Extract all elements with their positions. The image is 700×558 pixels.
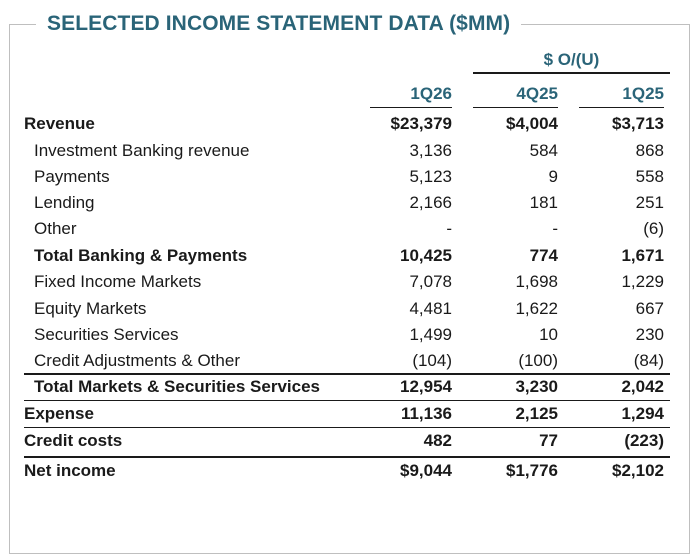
- column-underline: [579, 107, 664, 108]
- row-value: 3,230: [515, 377, 558, 396]
- row-label: Fixed Income Markets: [34, 272, 202, 291]
- row-label: Revenue: [24, 114, 95, 133]
- row-value: 482: [423, 431, 452, 450]
- row-label: Credit Adjustments & Other: [34, 351, 240, 370]
- group-header-underline: [473, 72, 670, 74]
- row-value: 667: [635, 299, 664, 318]
- row-value: 10: [539, 325, 558, 344]
- row-value: (84): [633, 351, 664, 370]
- table-row: Payments 5,123 9 558: [0, 164, 700, 190]
- row-label: Net income: [24, 461, 116, 480]
- row-value: 2,042: [621, 377, 664, 396]
- row-value: 4,481: [409, 299, 452, 318]
- row-label: Total Markets & Securities Services: [34, 377, 320, 396]
- column-underline: [473, 107, 558, 108]
- table-row: Total Markets & Securities Services 12,95…: [0, 374, 700, 400]
- table-row: Equity Markets 4,481 1,622 667: [0, 296, 700, 322]
- table-row: Total Banking & Payments 10,425 774 1,671: [0, 243, 700, 269]
- table-row: Other - - (6): [0, 216, 700, 242]
- column-header-1q26: 1Q26: [410, 84, 452, 103]
- table-row: Credit Adjustments & Other (104) (100) (84): [0, 348, 700, 374]
- row-value: 9: [548, 167, 558, 186]
- row-value: 77: [539, 431, 558, 450]
- row-value: 1,499: [409, 325, 452, 344]
- row-value: 1,622: [515, 299, 558, 318]
- divider-line: [24, 373, 670, 375]
- table-row: Securities Services 1,499 10 230: [0, 322, 700, 348]
- row-value: 3,136: [409, 141, 452, 160]
- row-value: 181: [529, 193, 558, 212]
- row-value: (104): [412, 351, 452, 370]
- table-row: Fixed Income Markets 7,078 1,698 1,229: [0, 269, 700, 295]
- column-underline: [370, 107, 452, 108]
- table-row: Revenue $23,379 $4,004 $3,713: [0, 111, 700, 137]
- row-value: 10,425: [400, 246, 452, 265]
- row-value: (100): [518, 351, 558, 370]
- row-value: 230: [635, 325, 664, 344]
- row-value: 1,671: [621, 246, 664, 265]
- row-value: $1,776: [506, 461, 558, 480]
- row-value: $2,102: [612, 461, 664, 480]
- row-value: 12,954: [400, 377, 452, 396]
- group-header: $ O/(U): [543, 50, 600, 69]
- row-label: Payments: [34, 167, 110, 186]
- row-value: (6): [643, 219, 664, 238]
- table-row: Credit costs 482 77 (223): [0, 428, 700, 454]
- row-value: (223): [624, 431, 664, 450]
- row-label: Investment Banking revenue: [34, 141, 250, 160]
- column-header-4q25: 4Q25: [516, 84, 558, 103]
- row-value: 2,166: [409, 193, 452, 212]
- row-label: Total Banking & Payments: [34, 246, 248, 265]
- row-value: 868: [635, 141, 664, 160]
- row-value: $23,379: [390, 114, 452, 133]
- row-label: Lending: [34, 193, 95, 212]
- row-value: $3,713: [612, 114, 664, 133]
- table-row: Lending 2,166 181 251: [0, 190, 700, 216]
- table-row: Net income $9,044 $1,776 $2,102: [0, 458, 700, 484]
- row-value: 251: [635, 193, 664, 212]
- row-value: -: [446, 219, 452, 238]
- row-value: 1,698: [515, 272, 558, 291]
- row-value: 558: [635, 167, 664, 186]
- divider-line: [24, 427, 670, 428]
- row-value: 1,294: [621, 404, 664, 423]
- divider-line: [24, 400, 670, 401]
- row-value: 774: [529, 246, 558, 265]
- table-row: Investment Banking revenue 3,136 584 868: [0, 138, 700, 164]
- row-value: 584: [529, 141, 558, 160]
- row-value: 11,136: [400, 404, 452, 423]
- row-label: Securities Services: [34, 325, 179, 344]
- row-value: $9,044: [400, 461, 452, 480]
- row-label: Credit costs: [24, 431, 123, 450]
- divider-line: [24, 456, 670, 458]
- row-value: -: [552, 219, 558, 238]
- column-header-1q25: 1Q25: [622, 84, 664, 103]
- row-value: 1,229: [621, 272, 664, 291]
- row-label: Expense: [24, 404, 94, 423]
- row-value: 2,125: [515, 404, 558, 423]
- row-label: Other: [34, 219, 77, 238]
- row-value: 5,123: [409, 167, 452, 186]
- table-row: Expense 11,136 2,125 1,294: [0, 401, 700, 427]
- row-label: Equity Markets: [34, 299, 147, 318]
- row-value: 7,078: [409, 272, 452, 291]
- table-title: SELECTED INCOME STATEMENT DATA ($MM): [36, 10, 522, 38]
- row-value: $4,004: [506, 114, 558, 133]
